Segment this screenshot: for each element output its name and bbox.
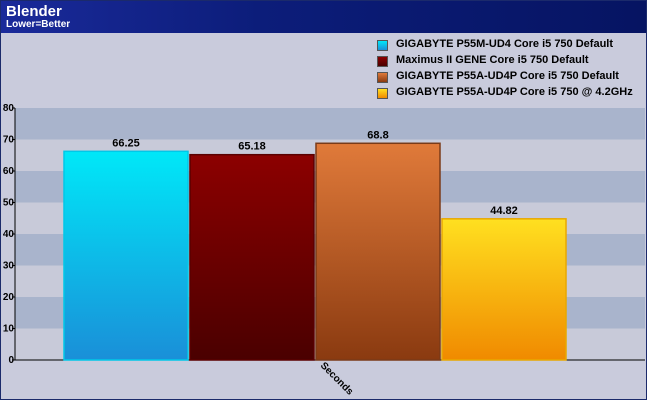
bar [189,153,315,361]
y-tick-label: 40 [3,229,15,240]
legend-swatch [377,56,388,67]
y-tick-label: 10 [3,324,15,335]
legend-label: Maximus II GENE Core i5 750 Default [396,54,589,66]
grid-band [15,108,645,140]
bar [441,218,567,361]
y-tick-label: 30 [3,261,15,272]
chart-subtitle: Lower=Better [6,19,71,30]
bar [315,142,441,361]
legend-label: GIGABYTE P55A-UD4P Core i5 750 @ 4.2GHz [396,86,633,98]
data-label: 44.82 [490,205,518,217]
y-tick-label: 20 [3,292,15,303]
y-tick-label: 50 [3,198,15,209]
y-tick-label: 0 [8,355,14,366]
data-label: 68.8 [367,129,388,141]
legend-swatch [377,72,388,83]
y-tick-label: 80 [3,103,15,114]
data-label: 65.18 [238,141,266,153]
y-tick-label: 70 [3,135,15,146]
bar [63,150,189,361]
legend-swatch [377,40,388,51]
legend-label: GIGABYTE P55M-UD4 Core i5 750 Default [396,38,614,50]
legend-label: GIGABYTE P55A-UD4P Core i5 750 Default [396,70,619,82]
legend-swatch [377,88,388,99]
chart-header: Blender Lower=Better [1,1,646,33]
x-category-label: Seconds [318,360,356,398]
y-tick-label: 60 [3,166,15,177]
data-label: 66.25 [112,137,140,149]
chart-title: Blender [6,3,62,20]
